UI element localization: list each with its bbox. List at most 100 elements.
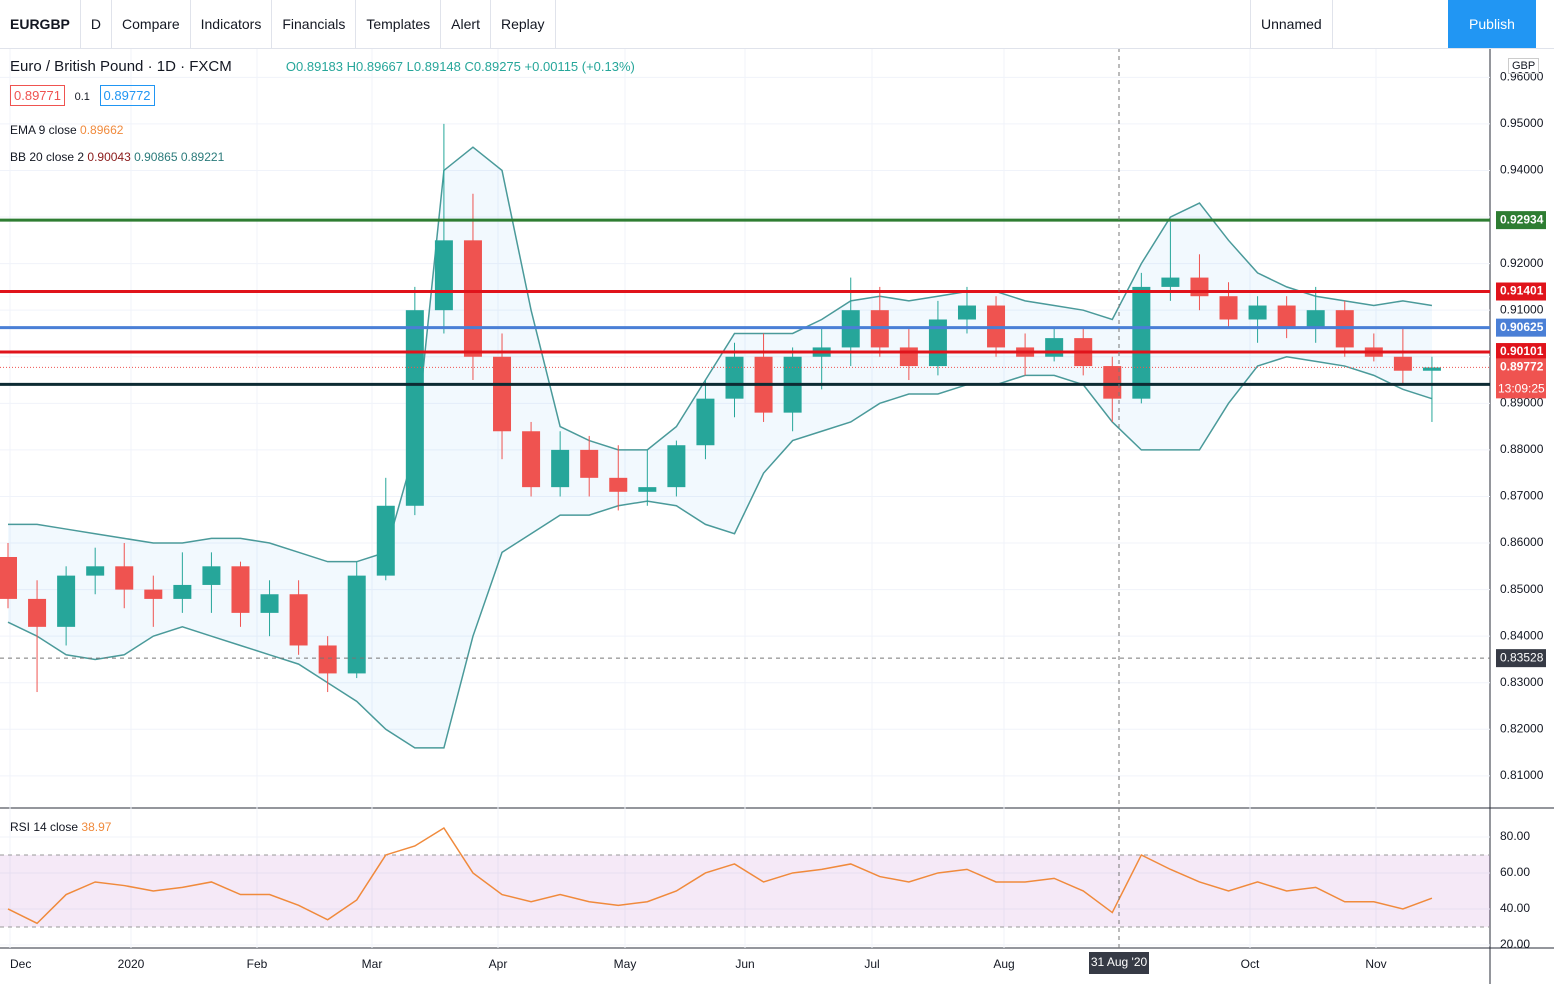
rsi-band (0, 854, 1490, 927)
alert[interactable]: Alert (441, 0, 491, 48)
candle-body (1045, 338, 1064, 357)
y-tick-label: 0.81000 (1500, 768, 1544, 782)
price-axis-bg (1490, 48, 1554, 948)
crosshair-date-tag (1089, 952, 1149, 974)
interval[interactable]: D (81, 0, 113, 48)
y-tick-label: 0.89000 (1500, 395, 1544, 409)
layout-name[interactable]: Unnamed (1250, 0, 1333, 48)
level-label: 0.90101 (1500, 344, 1544, 358)
candle-body (1277, 305, 1296, 329)
replay[interactable]: Replay (491, 0, 556, 48)
candle-body (376, 505, 395, 576)
candle-body (1422, 367, 1441, 371)
candle-body (1103, 366, 1122, 399)
y-tick-label: 0.83000 (1500, 675, 1544, 689)
compare[interactable]: Compare (112, 0, 191, 48)
y-tick-label: 0.91000 (1500, 302, 1544, 316)
time-label: Jun (735, 957, 754, 971)
candle-body (957, 305, 976, 320)
y-tick-label: 0.88000 (1500, 442, 1544, 456)
bb-lower (7, 355, 1433, 749)
time-label: Oct (1241, 957, 1260, 971)
time-label: Mar (362, 957, 383, 971)
bid[interactable]: 0.89771 (10, 85, 65, 106)
financials[interactable]: Financials (272, 0, 357, 48)
y-tick-label: 0.84000 (1500, 628, 1544, 642)
y-tick-label: 0.94000 (1500, 163, 1544, 177)
time-label: Dec (10, 957, 31, 971)
candle-body (1219, 296, 1238, 320)
level-tag (1496, 282, 1546, 301)
candle-body (522, 431, 541, 488)
time-label: Jul (864, 957, 879, 971)
candle-body (318, 645, 337, 674)
candle-body (260, 594, 279, 613)
candle-body (1190, 277, 1209, 297)
bid-ask: 0.89771 0.1 0.89772 (10, 85, 155, 106)
indicators[interactable]: Indicators (191, 0, 273, 48)
candle-body (173, 584, 192, 599)
c: C0.89275 (464, 59, 521, 74)
y-tick-label: 40.00 (1500, 901, 1530, 915)
y-tick-label: 0.87000 (1500, 489, 1544, 503)
crosshair-price: 0.83528 (1500, 650, 1544, 664)
time-label: Feb (247, 957, 268, 971)
l: L0.89148 (406, 59, 461, 74)
o: O0.89183 (285, 59, 344, 74)
rsi-line (7, 826, 1433, 925)
level-tag (1496, 318, 1546, 337)
legend-title: Euro / British Pound · 1D · FXCM O0.8918… (10, 58, 635, 75)
symbol[interactable]: EURGBP (0, 0, 81, 48)
ask[interactable]: 0.89772 (99, 85, 155, 106)
candle-body (347, 575, 366, 674)
candle-body (609, 477, 628, 492)
change: +0.00115 (+0.13%) (524, 59, 635, 74)
candle-body (405, 310, 424, 506)
y-tick-label: 80.00 (1500, 829, 1530, 843)
ema-legend: EMA 9 close 0.89662 (10, 123, 123, 137)
candle-body (667, 445, 686, 488)
bb-lower: 0.89221 (180, 150, 225, 164)
candle-body (1306, 310, 1325, 329)
last-price-tag (1496, 358, 1546, 399)
time-label: 2020 (118, 957, 145, 971)
crosshair-date: 31 Aug '20 (1091, 955, 1148, 969)
candle-body (289, 594, 308, 646)
rsi-legend: RSI 14 close 38.97 (10, 820, 111, 834)
level-label: 0.92934 (1500, 212, 1544, 226)
rsi-value: 38.97 (81, 820, 112, 834)
candle-body (0, 556, 17, 599)
crosshair-tag (1496, 649, 1546, 668)
last-price-label: 0.89772 (1500, 360, 1544, 374)
candle-body (115, 566, 134, 590)
y-tick-label: 0.86000 (1500, 535, 1544, 549)
candle-body (638, 487, 657, 492)
ema-value: 0.89662 (80, 123, 124, 137)
candle-body (1161, 277, 1180, 287)
candle-body (202, 566, 221, 585)
time-label: Apr (489, 957, 508, 971)
countdown: 13:09:25 (1498, 382, 1545, 396)
candle-body (434, 240, 453, 311)
ohlc: O0.89183 H0.89667 L0.89148 C0.89275 +0.0… (286, 59, 635, 74)
spread: 0.1 (74, 91, 90, 103)
y-tick-label: 0.92000 (1500, 256, 1544, 270)
candle-body (231, 566, 250, 613)
candle-body (493, 356, 512, 432)
bb-upper: 0.90865 (134, 150, 178, 164)
bb-basis: 0.90043 (87, 150, 131, 164)
candle-body (1132, 286, 1151, 399)
candle-body (28, 598, 47, 627)
templates[interactable]: Templates (356, 0, 442, 48)
publish[interactable]: Publish (1448, 0, 1536, 48)
bb-legend: BB 20 close 2 0.90043 0.90865 0.89221 (10, 150, 224, 164)
time-label: May (614, 957, 637, 971)
y-tick-label: 20.00 (1500, 937, 1530, 951)
currency[interactable]: GBP (1508, 58, 1540, 74)
time-label: Nov (1365, 957, 1386, 971)
y-tick-label: 0.85000 (1500, 582, 1544, 596)
candle-body (580, 449, 599, 478)
y-tick-label: 0.82000 (1500, 721, 1544, 735)
